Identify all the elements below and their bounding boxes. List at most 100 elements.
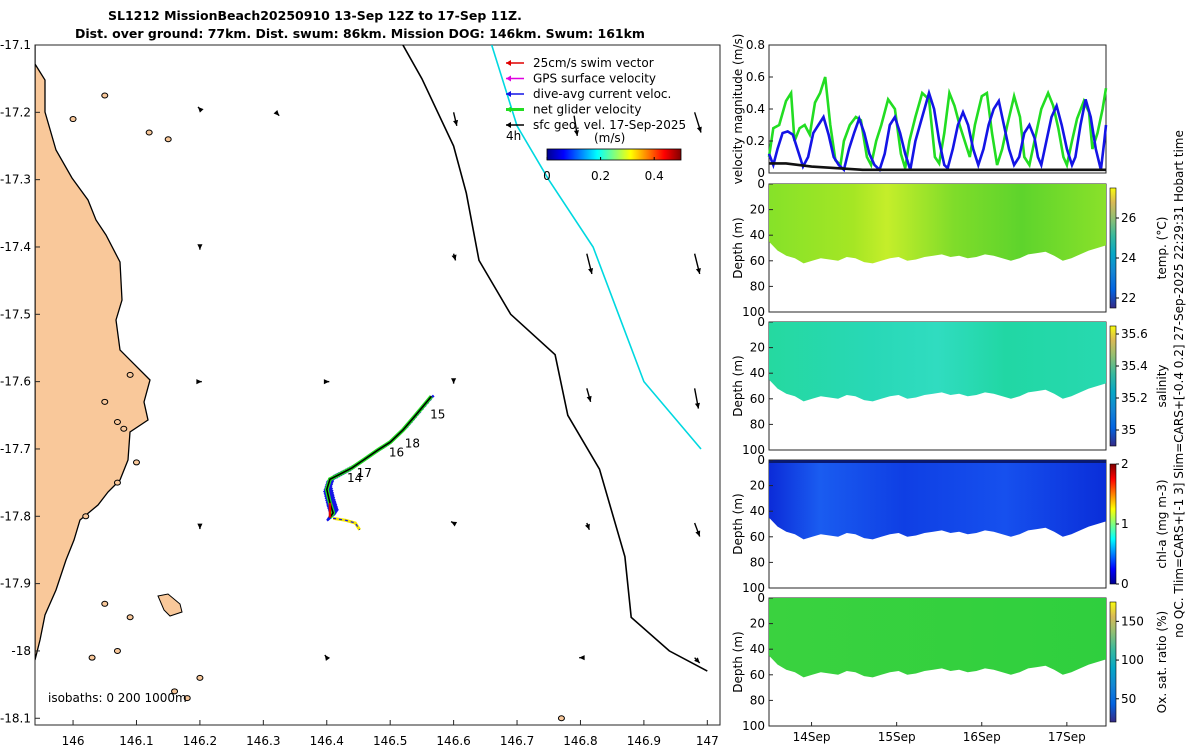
section-colorbar-label: salinity (1155, 364, 1169, 407)
track-line (325, 395, 433, 519)
island (113, 647, 121, 654)
track-tail-arrows (333, 517, 361, 531)
map-y-tick-label: -17.8 (0, 509, 31, 523)
isobaths-label: isobaths: 0 200 1000m (48, 691, 187, 705)
legend-label: GPS surface velocity (533, 72, 656, 86)
map-y-ticks: -17.1 -17.2 -17.3 -17.4 -17.5 -17.6 -17.7 -17.8… (0, 38, 40, 725)
glider-drift-line (490, 45, 702, 450)
section-colorbar (1109, 463, 1117, 585)
section-data-fill (769, 322, 1106, 402)
geo-arrow-head (696, 126, 702, 133)
island (171, 688, 179, 695)
velocity-axes-box (768, 44, 1107, 174)
geo-arrow-head (451, 378, 457, 384)
section-colorbar-tick-label: 2 (1121, 457, 1129, 471)
map-x-tick-label: 147 (696, 734, 719, 748)
map-y-tick-label: -18 (11, 644, 31, 658)
colorbar-label: (m/s) (594, 131, 625, 145)
section-y-tick-label: 20 (750, 617, 765, 631)
coastline-land (35, 45, 151, 661)
geo-arrow-head (324, 654, 331, 661)
map-x-tick-label: 146.5 (373, 734, 407, 748)
section-panel: 0 20 40 60 80 100 Depth (m) 35 35.2 35.4 35.6 salin… (731, 315, 1169, 457)
geo-arrow-head (196, 379, 202, 385)
section-panel: 0 20 40 60 80 100 Depth (m) 0 1 2 chl-a (mg m-3) (731, 453, 1169, 595)
section-ylabel: Depth (m) (731, 217, 745, 278)
section-colorbar-tick-label: 35.2 (1121, 391, 1148, 405)
section-y-tick-label: 40 (750, 504, 765, 518)
section-colorbar-tick-label: 35.6 (1121, 327, 1148, 341)
map-y-tick-label: -17.5 (0, 307, 31, 321)
section-y-tick-label: 80 (750, 417, 765, 431)
map-x-ticks: 146 146.1 146.2 146.3 146.4 146.5 146.6 146.7 14… (62, 720, 719, 748)
island (126, 371, 134, 378)
section-colorbar-label: chl-a (mg m-3) (1155, 479, 1169, 568)
island (101, 398, 109, 405)
legend-swatch-head (506, 75, 511, 82)
map-y-tick-label: -17.6 (0, 375, 31, 389)
day-label: 18 (405, 437, 420, 451)
section-y-tick-label: 40 (750, 366, 765, 380)
velocity-y-tick-label: 0 (757, 166, 765, 180)
legend-swatch-head (506, 91, 511, 97)
geo-arrow-head (273, 109, 280, 116)
section-y-tick-label: 100 (742, 443, 765, 457)
legend-swatch-head (506, 122, 511, 128)
island (196, 674, 204, 681)
isobath-1000m-line (402, 45, 708, 672)
legend-label: net glider velocity (533, 103, 641, 117)
section-ylabel: Depth (m) (731, 355, 745, 416)
map-y-tick-label: -17.1 (0, 38, 31, 52)
section-y-tick-label: 20 (750, 479, 765, 493)
geo-arrow-head (695, 530, 701, 537)
section-colorbar (1109, 325, 1117, 447)
section-surface-band (769, 460, 1106, 463)
section-colorbar-tick-label: 24 (1121, 251, 1136, 265)
geo-velocity-arrows (196, 106, 702, 664)
velocity-ylabel: velocity magnitude (m/s) (731, 34, 745, 185)
section-colorbar-label: temp. (°C) (1155, 217, 1169, 280)
day-label: 17 (357, 466, 372, 480)
section-colorbar-tick-label: 100 (1121, 653, 1144, 667)
section-colorbar-tick-label: 150 (1121, 614, 1144, 628)
map-y-tick-label: -17.4 (0, 240, 31, 254)
section-colorbar-tick-label: 35.4 (1121, 359, 1148, 373)
day-label: 16 (389, 445, 404, 459)
section-y-tick-label: 20 (750, 203, 765, 217)
island (82, 513, 90, 520)
island (557, 715, 565, 722)
section-colorbar-tick-label: 50 (1121, 692, 1136, 706)
section-data-fill (769, 460, 1106, 540)
island (69, 116, 77, 123)
island (164, 136, 172, 143)
section-y-tick-label: 100 (742, 719, 765, 733)
legend-time-scale: 4h (506, 129, 521, 143)
map-y-tick-label: -17.7 (0, 442, 31, 456)
map-x-tick-label: 146.7 (500, 734, 534, 748)
figure-title-line2: Dist. over ground: 77km. Dist. swum: 86k… (75, 26, 645, 41)
section-colorbar-tick-label: 26 (1121, 211, 1136, 225)
velocity-panel: 0 0.2 0.4 0.6 0.8 velocity magnitude (m/s) (731, 34, 1108, 185)
section-ylabel: Depth (m) (731, 493, 745, 554)
map-x-tick-label: 146.9 (627, 734, 661, 748)
map-y-tick-label: -17.9 (0, 577, 31, 591)
side-note: no QC. Tlim=CARS+[-1 3] Slim=CARS+[-0.4 … (1172, 130, 1186, 638)
map-x-tick-label: 146 (62, 734, 85, 748)
island (113, 419, 121, 426)
section-y-tick-label: 100 (742, 581, 765, 595)
section-data-fill (769, 184, 1106, 264)
section-y-tick-label: 40 (750, 228, 765, 242)
section-data-fill (769, 598, 1106, 678)
section-panel: 0 20 40 60 80 100 Depth (m) 22 24 26 temp. (°C) (731, 177, 1169, 319)
map-y-tick-label: -17.2 (0, 105, 31, 119)
geo-arrow-head (586, 395, 592, 402)
section-x-tick-label: 15Sep (878, 730, 916, 744)
section-colorbar-tick-label: 0 (1121, 577, 1129, 591)
legend-swatch-head (506, 106, 511, 113)
map-x-tick-label: 146.6 (436, 734, 470, 748)
island (126, 614, 134, 621)
island (183, 695, 191, 702)
section-y-tick-label: 60 (750, 392, 765, 406)
map-x-tick-label: 146.1 (119, 734, 153, 748)
